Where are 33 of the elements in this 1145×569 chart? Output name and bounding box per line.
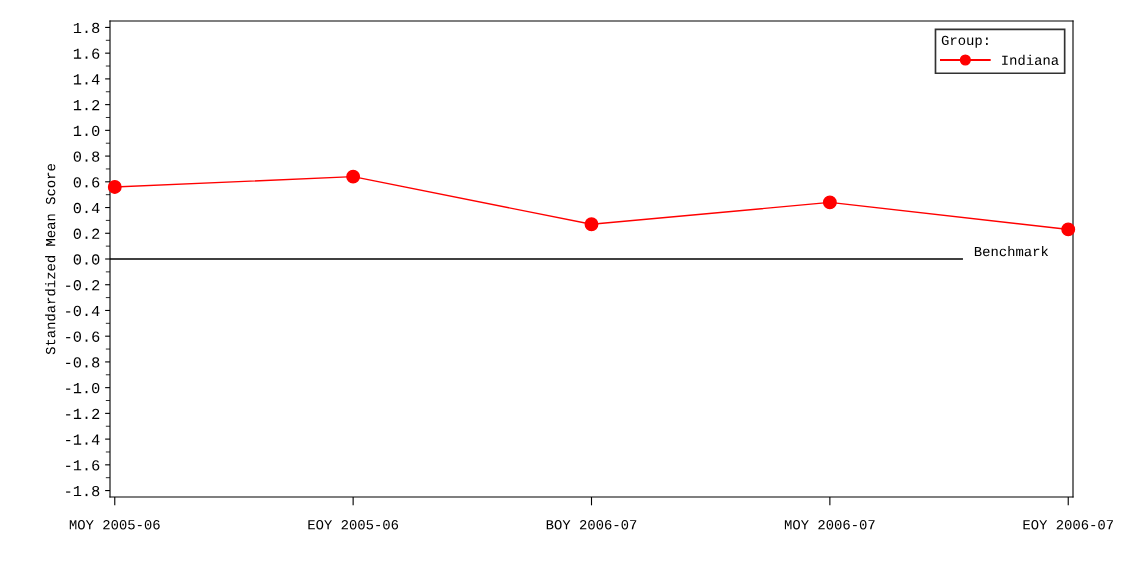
legend-title: Group: bbox=[941, 35, 988, 48]
x-tick-label: MOY 2006-07 bbox=[784, 520, 875, 530]
y-tick-label: -0.2 bbox=[66, 280, 100, 291]
ref-line-label: Benchmark bbox=[974, 246, 1049, 257]
point bbox=[584, 217, 599, 232]
y-tick-label: -0.4 bbox=[66, 305, 100, 317]
y-tick-label: 1.6 bbox=[73, 48, 100, 59]
y-tick-label: -1.4 bbox=[66, 434, 100, 445]
x-tick-label: EOY 2005-06 bbox=[308, 520, 399, 530]
point bbox=[346, 169, 361, 184]
y-tick-label: -0.8 bbox=[66, 357, 100, 368]
legend-label: Indiana bbox=[1002, 54, 1059, 66]
y-tick-label: -0.6 bbox=[66, 331, 100, 342]
y-tick-label: 1.8 bbox=[73, 22, 100, 34]
y-tick-label: 0.2 bbox=[73, 228, 100, 239]
y-tick-label: 0.8 bbox=[73, 151, 100, 162]
point bbox=[1061, 222, 1076, 237]
x-tick-label: EOY 2006-07 bbox=[1023, 520, 1113, 530]
y-tick-label: 1.2 bbox=[73, 99, 100, 111]
y-tick-label: 0.4 bbox=[73, 202, 100, 214]
x-tick-label: BOY 2006-07 bbox=[546, 520, 637, 530]
y-tick-label: -1.8 bbox=[66, 485, 100, 497]
y-tick-label: -1.6 bbox=[66, 460, 100, 471]
x-tick-label: MOY 2005-06 bbox=[69, 520, 160, 530]
y-tick-label: 1.4 bbox=[73, 74, 100, 85]
y-tick-label: 0.6 bbox=[73, 177, 100, 188]
y-tick-label: -1.2 bbox=[66, 408, 100, 419]
point bbox=[822, 195, 837, 210]
y-tick-label: -1.0 bbox=[66, 382, 100, 394]
point bbox=[107, 180, 122, 194]
y-tick-label: 1.0 bbox=[73, 125, 100, 137]
y-tick-label: 0.0 bbox=[73, 254, 100, 265]
y-axis-title: Standardized Mean Score bbox=[45, 164, 56, 355]
